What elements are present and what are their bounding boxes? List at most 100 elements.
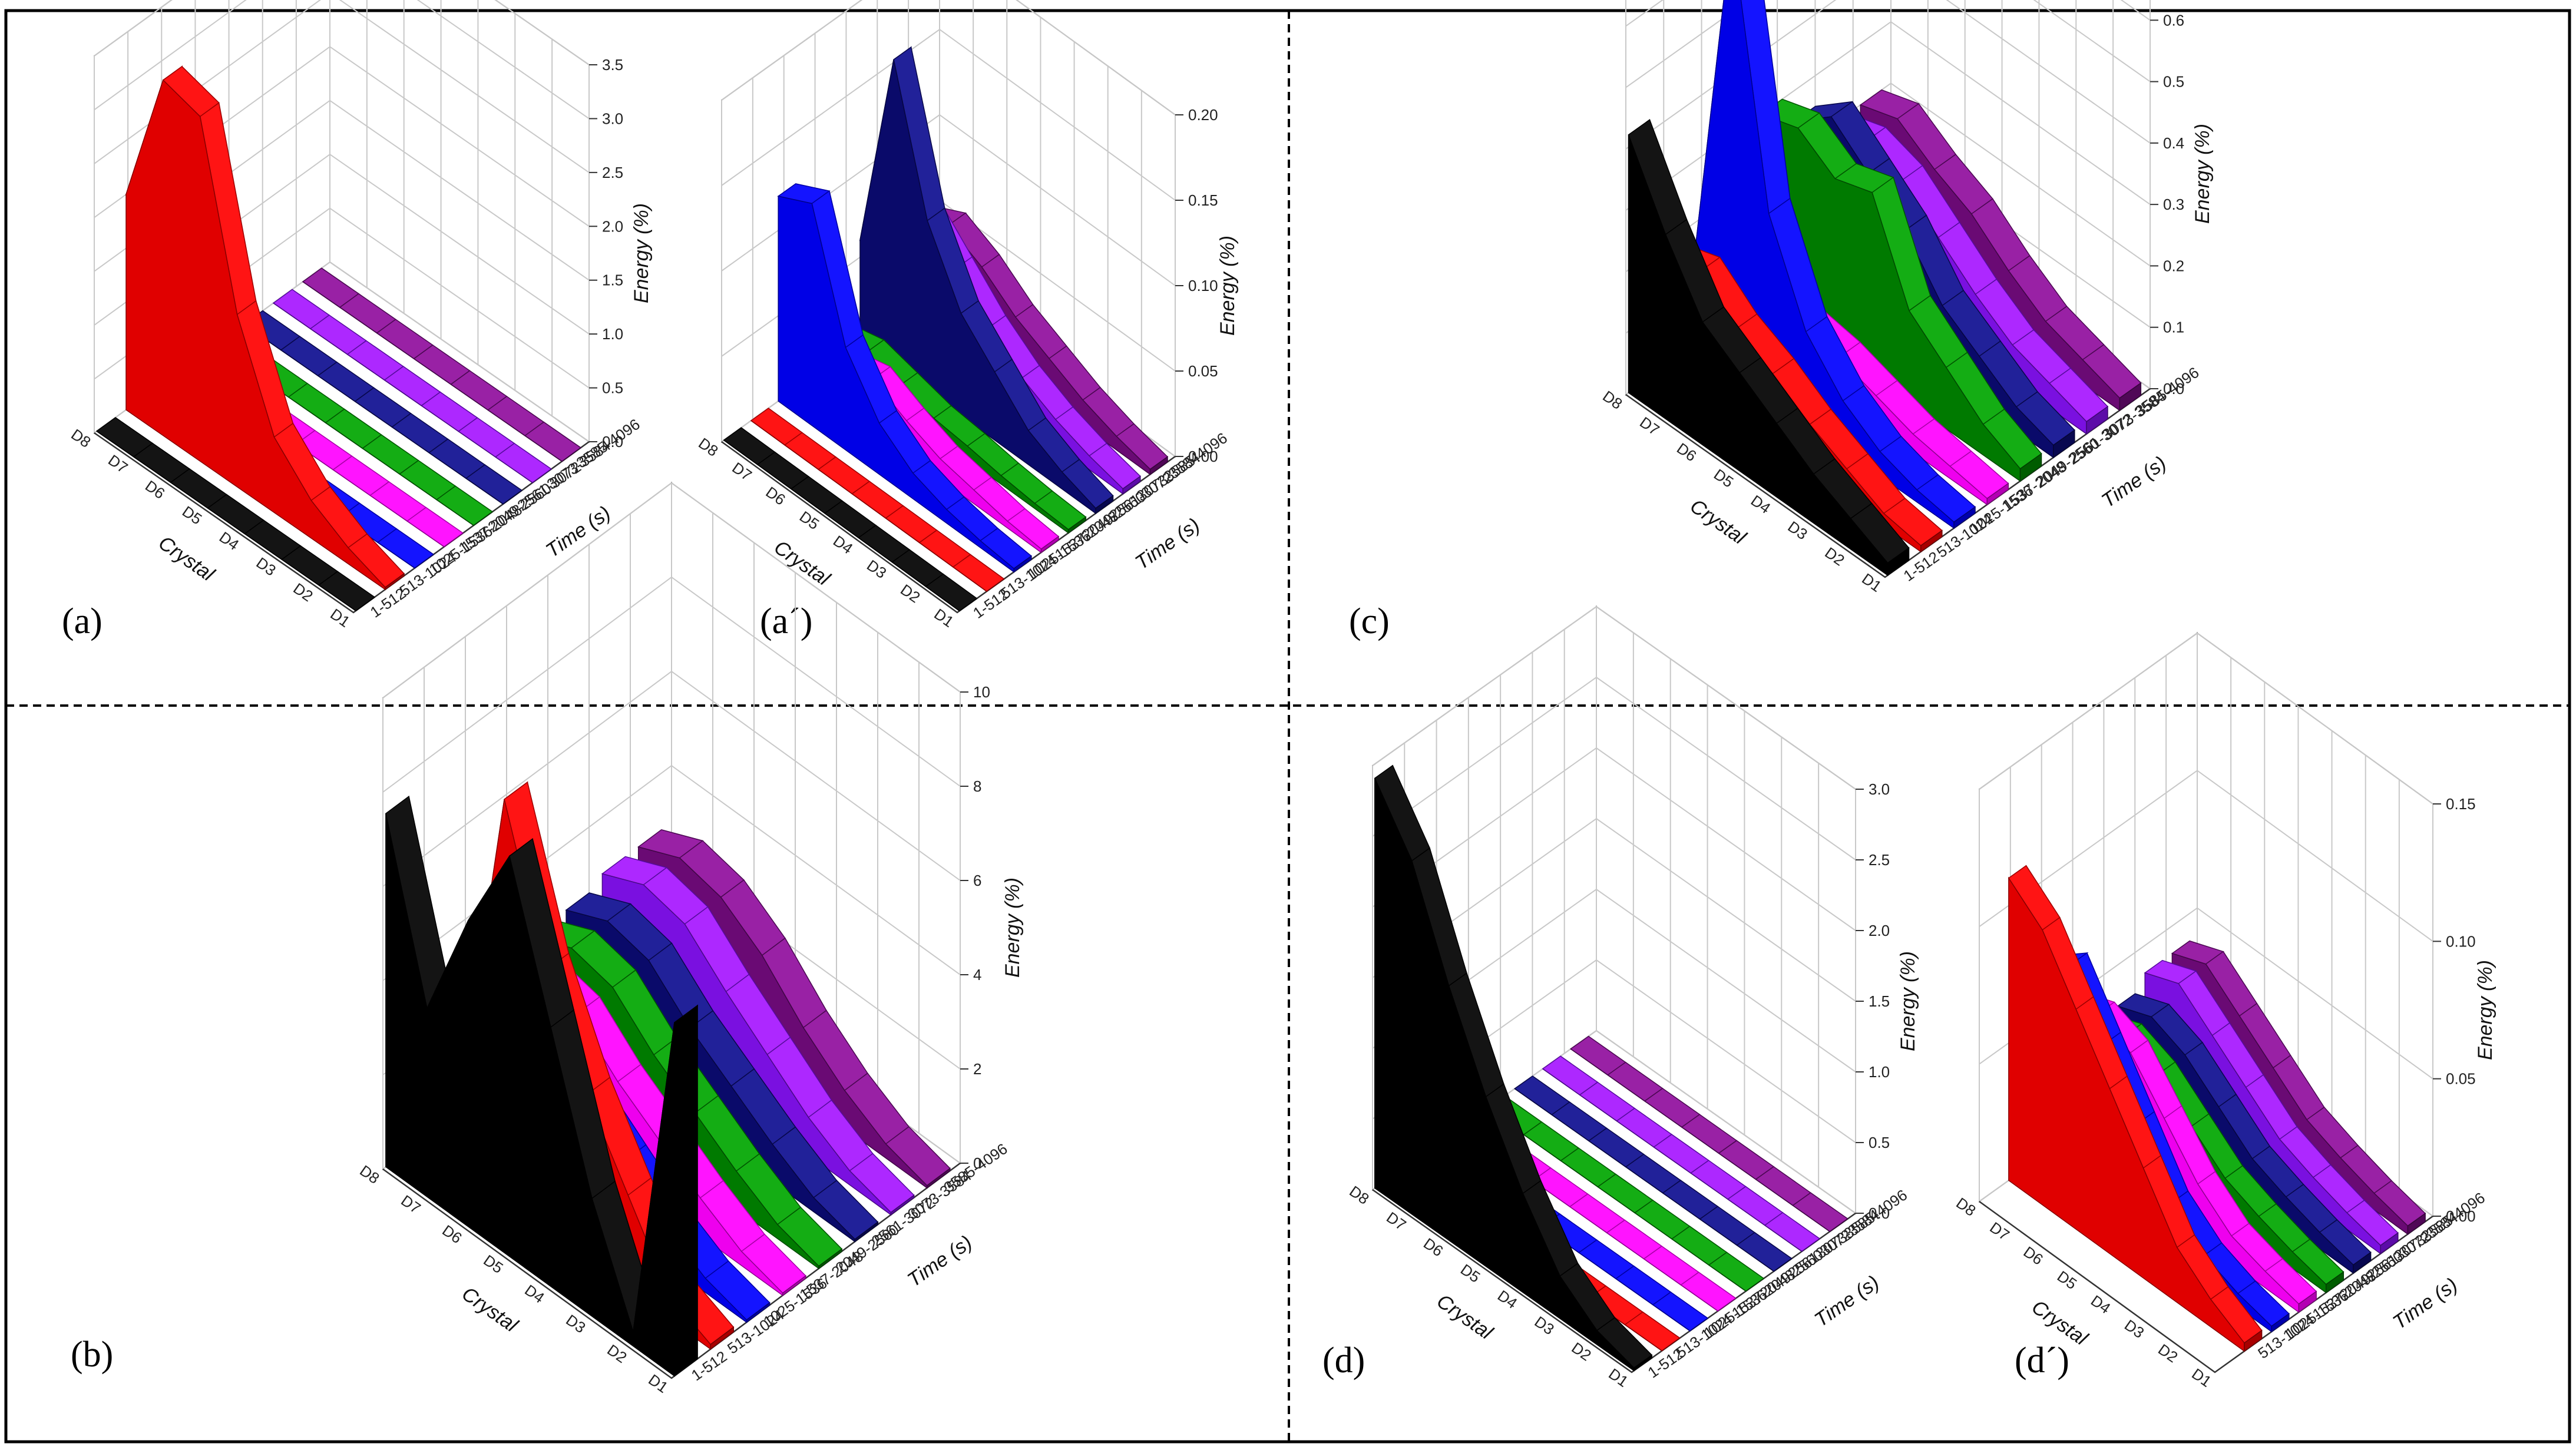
time-axis-title: Time (s) <box>1131 514 1204 574</box>
ribbon-1-512 <box>723 427 978 612</box>
ribbon-end-cap <box>2353 1252 2372 1274</box>
z-tick-label: 0.6 <box>2163 11 2184 29</box>
z-tick-label: 8 <box>973 777 981 795</box>
panel-label: (b) <box>71 1335 113 1375</box>
z-tick-label: 3.0 <box>1869 780 1890 798</box>
ribbon-front-face <box>1628 134 1889 577</box>
z-tick-label: 0.10 <box>2446 932 2476 950</box>
ribbon-front-face <box>1514 1088 1774 1272</box>
crystal-axis-title: Crystal <box>458 1283 523 1338</box>
ribbon-end-cap <box>2019 452 2042 482</box>
z-tick-label: 0.15 <box>1188 191 1218 209</box>
crystal-tick-label: D8 <box>1953 1194 1979 1220</box>
ribbon-end-cap <box>2380 1231 2399 1255</box>
ribbon-1025-1536 <box>777 183 1033 573</box>
time-tick-label: 3585-4096 <box>2418 1189 2488 1245</box>
grid-line <box>1625 0 2151 88</box>
ribbon-front-face <box>2008 876 2245 1352</box>
crystal-axis-title: Crystal <box>154 532 219 587</box>
ribbon-3073-3584 <box>272 289 553 484</box>
ribbon-front-face <box>750 420 987 592</box>
z-tick-label: 1.5 <box>602 272 623 289</box>
ribbon-end-cap <box>1920 529 1943 553</box>
ribbon-front-face <box>1542 1068 1803 1252</box>
z-tick-label: 0.5 <box>2163 73 2184 91</box>
grid-line <box>94 0 590 120</box>
ribbon-2049-2560 <box>1486 1095 1765 1292</box>
ribbon-end-cap <box>1661 1338 1681 1352</box>
z-tick-label: 2 <box>973 1060 981 1078</box>
z-tick-label: 0.10 <box>1188 277 1218 294</box>
ribbon-end-cap <box>355 597 375 611</box>
z-axis-title: Energy (%) <box>630 203 653 303</box>
ribbon-end-cap <box>532 468 552 484</box>
z-tick-label: 0.0 <box>602 433 623 451</box>
crystal-tick-label: D8 <box>68 425 94 451</box>
time-axis-title: Time (s) <box>2389 1273 2462 1333</box>
time-tick-label: 3585-4096 <box>1160 429 1231 485</box>
z-tick-label: 3.5 <box>602 56 623 74</box>
ribbon-end-cap <box>414 554 434 569</box>
time-axis-title: Time (s) <box>1810 1271 1883 1331</box>
ribbon-end-cap <box>890 1194 915 1216</box>
crystal-tick-label: D8 <box>695 434 721 460</box>
grid-line <box>382 576 961 793</box>
z-axis-title: Energy (%) <box>1001 878 1024 978</box>
z-tick-label: 2.0 <box>602 217 623 235</box>
ribbon-end-cap <box>1067 516 1087 534</box>
ribbons <box>385 781 951 1377</box>
z-tick-label: 0.1 <box>2163 319 2184 336</box>
ribbon-end-cap <box>1801 1238 1820 1252</box>
ribbon-end-cap <box>1717 1297 1737 1312</box>
grid-line <box>382 670 961 887</box>
ribbon-end-cap <box>2086 405 2108 435</box>
ribbon-front-face <box>1374 777 1635 1372</box>
ribbon-1-512 <box>1374 764 1653 1372</box>
ribbon-end-cap <box>1689 1317 1708 1332</box>
ribbon-1-512 <box>385 795 699 1377</box>
grid-line <box>382 482 961 698</box>
grid-line <box>1372 605 1856 790</box>
ribbon-end-cap <box>2298 1290 2317 1313</box>
z-tick-label: 2.5 <box>1869 851 1890 869</box>
ribbon-2561-3072 <box>859 46 1114 515</box>
ribbon-end-cap <box>926 1167 951 1189</box>
ribbon-end-cap <box>502 489 523 505</box>
ribbon-end-cap <box>674 1004 698 1377</box>
z-tick-label: 1.0 <box>1869 1063 1890 1081</box>
z-tick-label: 0.05 <box>2446 1070 2476 1088</box>
grid-line <box>94 0 590 65</box>
ribbon-3073-3584 <box>2144 959 2399 1255</box>
ribbons <box>723 46 1169 612</box>
ribbon-end-cap <box>1149 456 1168 475</box>
grid-line <box>1372 747 1856 931</box>
ribbon-front-face <box>1570 1048 1830 1232</box>
z-tick-label: 0.0 <box>2163 380 2184 398</box>
ribbon-end-cap <box>959 598 977 611</box>
time-tick-label: 3585-4096 <box>2132 363 2202 420</box>
ribbon-3585-4096 <box>302 267 582 462</box>
ribbon-end-cap <box>746 1302 771 1323</box>
grid-line <box>1979 770 2433 942</box>
z-tick-label: 10 <box>973 683 990 701</box>
panel-c: 0.00.10.20.30.40.50.60.7Energy (%)D1D2D3… <box>1349 0 2214 641</box>
time-axis-title: Time (s) <box>2098 452 2171 512</box>
panel-label: (a) <box>62 601 102 641</box>
panel-label: (d) <box>1322 1340 1365 1381</box>
z-tick-label: 0.5 <box>1869 1134 1890 1151</box>
z-tick-label: 4 <box>973 966 981 984</box>
grid-line <box>721 28 1176 201</box>
grid-line <box>1372 676 1856 860</box>
crystal-tick-label: D8 <box>356 1161 382 1187</box>
ribbon-513-1024 <box>2008 865 2263 1352</box>
z-tick-label: 0.15 <box>2446 795 2476 813</box>
grid-line <box>1625 0 2151 27</box>
z-tick-label: 0 <box>973 1154 981 1172</box>
ribbon-1-512 <box>1628 119 1910 577</box>
ribbon-end-cap <box>2244 1329 2263 1352</box>
time-tick-label: 3585-4096 <box>573 415 643 472</box>
